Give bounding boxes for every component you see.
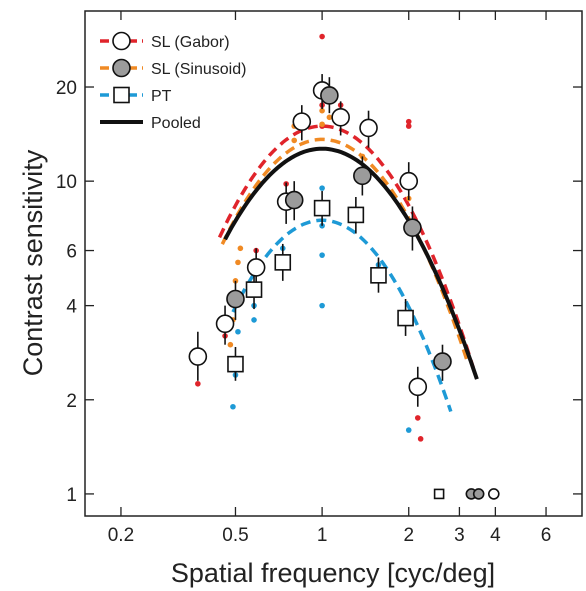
data-point [397, 309, 414, 327]
raw-dot [319, 252, 325, 258]
data-point [353, 166, 372, 186]
data-point [347, 206, 365, 224]
raw-dot [319, 121, 325, 128]
data-point [112, 58, 131, 78]
legend-label: SL (Gabor) [151, 34, 230, 51]
data-point [370, 267, 387, 284]
y-tick-label: 2 [66, 391, 77, 412]
y-axis-ticks: 1 2 4 6 10 20 [56, 78, 582, 506]
data-point [274, 254, 292, 271]
raw-dot [227, 341, 234, 348]
plot-frame [84, 10, 583, 517]
raw-dot [235, 259, 241, 266]
raw-dot [291, 137, 298, 144]
data-point [331, 108, 350, 127]
data-point [408, 377, 428, 397]
raw-dot [414, 415, 421, 421]
raw-dot [326, 114, 333, 121]
legend: SL (Gabor) SL (Sinusoid) PT Pooled [100, 31, 246, 132]
data-point [403, 218, 422, 237]
fit-curves [217, 124, 479, 413]
data-point [472, 488, 485, 500]
y-tick-label: 6 [66, 242, 77, 263]
fit-curve [220, 137, 470, 363]
x-tick-label: 6 [541, 525, 552, 546]
x-tick-label: 4 [490, 525, 501, 546]
data-point [284, 190, 304, 210]
raw-dot [319, 302, 325, 309]
x-tick-label: 0.5 [222, 525, 248, 546]
data-point [399, 171, 419, 191]
fit-curve [223, 146, 479, 380]
data-point [215, 314, 235, 334]
data-point [112, 31, 131, 51]
y-tick-label: 20 [56, 78, 77, 99]
data-point [227, 355, 244, 373]
data-point [320, 86, 339, 105]
data-point [188, 347, 208, 366]
data-point [245, 281, 263, 298]
y-tick-label: 10 [56, 172, 77, 193]
raw-dot [405, 427, 412, 433]
data-point [359, 118, 378, 138]
legend-label: Pooled [151, 115, 201, 132]
data-point [433, 488, 445, 500]
data-point [113, 86, 130, 104]
raw-dot [405, 123, 412, 129]
legend-label: SL (Sinusoid) [151, 61, 246, 78]
fit-curve [231, 218, 453, 413]
fit-curve [217, 124, 475, 369]
data-point [313, 199, 331, 217]
raw-dot [235, 328, 241, 335]
raw-dot [417, 436, 424, 442]
legend-label: PT [151, 88, 172, 105]
raw-dot [251, 317, 257, 323]
x-tick-label: 2 [403, 525, 414, 546]
x-axis-ticks: 0.2 0.5 1 2 3 4 6 [108, 11, 552, 546]
raw-dot [319, 33, 325, 40]
data-point [433, 352, 452, 371]
data-point [487, 488, 500, 500]
x-axis-title: Spatial frequency [cyc/deg] [171, 558, 495, 588]
data-point [246, 258, 266, 277]
data-point [292, 112, 312, 131]
y-tick-label: 4 [66, 297, 77, 318]
raw-dot [319, 185, 325, 191]
data-point [226, 289, 245, 309]
x-tick-label: 3 [454, 525, 465, 546]
x-tick-label: 1 [317, 525, 328, 546]
x-tick-label: 0.2 [108, 525, 134, 546]
raw-dot [195, 380, 201, 387]
y-tick-label: 1 [66, 485, 77, 506]
y-axis-title: Contrast sensitivity [18, 149, 48, 376]
raw-dot [405, 118, 412, 125]
raw-dot [319, 107, 325, 114]
raw-dot [237, 245, 244, 252]
data-markers [188, 81, 500, 500]
raw-observations [195, 33, 424, 442]
raw-dot [230, 403, 236, 410]
